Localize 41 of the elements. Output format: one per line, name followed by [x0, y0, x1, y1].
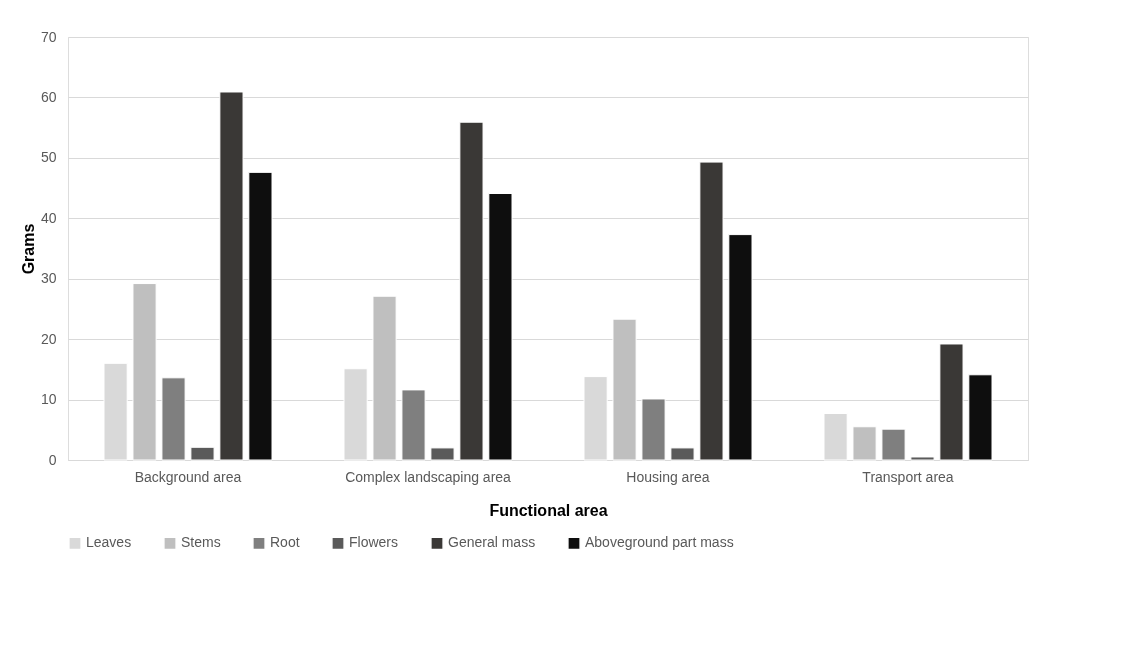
bar — [161, 377, 186, 461]
bar — [372, 295, 397, 461]
bar — [132, 283, 157, 461]
y-tick-label: 70 — [40, 28, 57, 45]
y-tick-label: 20 — [40, 330, 57, 347]
bar — [248, 171, 273, 461]
x-tick-label: Transport area — [862, 468, 954, 485]
x-axis-title: Functional area — [489, 501, 608, 519]
x-tick-label: Housing area — [626, 468, 710, 485]
bar — [670, 447, 695, 461]
y-tick-label: 50 — [40, 149, 57, 166]
bar — [459, 121, 484, 461]
bar — [641, 398, 666, 461]
bar — [852, 426, 877, 461]
y-tick-label: 40 — [40, 209, 57, 226]
y-tick-label: 10 — [40, 391, 57, 408]
bar — [190, 446, 215, 461]
bar — [219, 91, 244, 461]
bar — [430, 447, 455, 461]
bar — [968, 374, 993, 461]
bar — [699, 161, 724, 461]
bar — [488, 193, 513, 461]
x-tick-label: Complex landscaping area — [345, 468, 512, 485]
legend-label: Flowers — [349, 534, 399, 551]
legend-label: Aboveground part mass — [585, 534, 734, 551]
legend-label: General mass — [448, 534, 536, 551]
legend-label: Leaves — [86, 534, 132, 551]
legend-label: Stems — [181, 534, 221, 551]
legend-label: Root — [270, 534, 300, 551]
bar — [612, 318, 637, 461]
y-tick-label: 30 — [40, 270, 57, 287]
x-tick-label: Background area — [134, 468, 242, 485]
y-tick-label: 60 — [40, 88, 57, 105]
bar — [939, 343, 964, 461]
bar — [401, 389, 426, 461]
y-tick-label: 0 — [48, 451, 57, 468]
bar — [910, 456, 935, 461]
bar — [881, 428, 906, 461]
bar — [823, 412, 848, 461]
y-axis-title: Grams — [19, 223, 37, 275]
bar — [728, 234, 753, 461]
